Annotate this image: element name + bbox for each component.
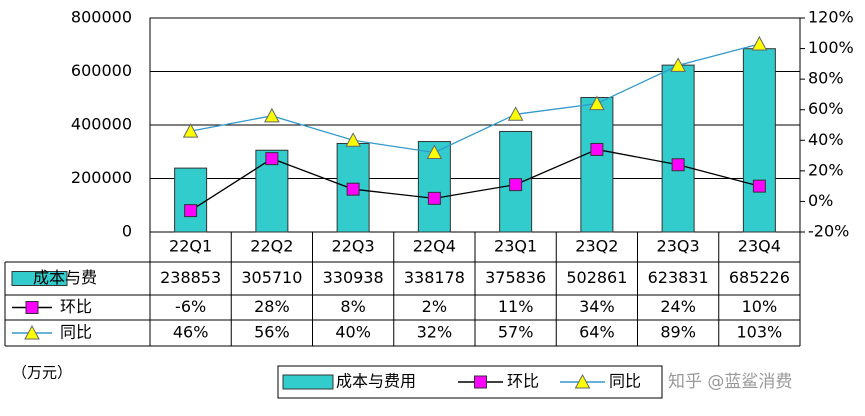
table-cell: 11% xyxy=(498,297,534,316)
table-cell: 34% xyxy=(579,297,615,316)
table-cell: 338178 xyxy=(404,268,465,287)
x-tick-label: 22Q4 xyxy=(413,237,456,256)
marker xyxy=(751,35,768,51)
bar xyxy=(742,48,776,233)
x-tick-label: 23Q1 xyxy=(494,237,537,256)
marker xyxy=(590,142,604,156)
table-cell: 89% xyxy=(660,323,696,342)
y2-tick-label: 60% xyxy=(808,99,844,118)
legend-marker xyxy=(574,373,591,389)
marker xyxy=(426,144,443,160)
line xyxy=(190,43,760,154)
marker xyxy=(264,107,280,123)
table-row-label: 同比 xyxy=(60,323,92,342)
table-cell: 56% xyxy=(254,323,290,342)
table-cell: 8% xyxy=(340,297,365,316)
legend-marker xyxy=(24,324,40,340)
marker xyxy=(752,179,766,193)
y-tick-label: 0 xyxy=(122,222,132,241)
bar xyxy=(661,64,695,233)
marker xyxy=(182,123,199,138)
bar xyxy=(580,96,614,233)
table-cell: 305710 xyxy=(241,268,302,287)
y-tick-label: 600000 xyxy=(71,61,132,80)
marker xyxy=(670,57,686,72)
table-cell: 10% xyxy=(742,297,778,316)
table-cell: 103% xyxy=(737,323,783,342)
marker xyxy=(265,152,279,166)
table-cell: 330938 xyxy=(323,268,384,287)
marker xyxy=(507,106,524,121)
marker xyxy=(509,178,523,192)
x-tick-label: 23Q3 xyxy=(657,237,700,256)
y2-tick-label: -20% xyxy=(808,222,849,241)
table-cell: 502861 xyxy=(566,268,627,287)
legend-label: 成本与费用 xyxy=(336,372,416,391)
table-cell: 623831 xyxy=(648,268,709,287)
x-tick-label: 23Q4 xyxy=(738,237,781,256)
legend-label: 同比 xyxy=(609,372,641,391)
marker xyxy=(671,158,685,172)
legend-label: 环比 xyxy=(507,372,539,391)
table-row-label: 成本与费 xyxy=(33,268,97,287)
table-cell: 64% xyxy=(579,323,615,342)
table-cell: 40% xyxy=(335,323,371,342)
line xyxy=(190,148,760,212)
y-tick-label: 200000 xyxy=(71,168,132,187)
table-cell: 375836 xyxy=(485,268,546,287)
x-tick-label: 23Q2 xyxy=(575,237,618,256)
watermark: 知乎 @蓝鲨消费 xyxy=(668,372,792,392)
y2-tick-label: 80% xyxy=(808,69,844,88)
marker xyxy=(184,204,198,218)
table-cell: 24% xyxy=(660,297,696,316)
legend-key xyxy=(11,271,68,286)
legend-marker xyxy=(474,375,487,389)
table-cell: 685226 xyxy=(729,268,790,287)
unit-label: （万元） xyxy=(12,364,72,382)
y2-tick-label: 0% xyxy=(808,191,833,210)
marker xyxy=(589,95,605,111)
bar xyxy=(174,167,208,233)
y2-tick-label: 20% xyxy=(808,160,844,179)
table-cell: 238853 xyxy=(160,268,221,287)
y-tick-label: 400000 xyxy=(71,115,132,134)
legend-key xyxy=(282,374,334,390)
y2-tick-label: 40% xyxy=(808,130,844,149)
table-cell: 32% xyxy=(417,323,453,342)
y2-tick-label: 120% xyxy=(808,8,854,27)
marker xyxy=(345,132,361,147)
y-tick-label: 800000 xyxy=(71,8,132,27)
table-cell: -6% xyxy=(175,297,206,316)
marker xyxy=(346,182,360,196)
legend-marker xyxy=(25,301,39,314)
marker xyxy=(427,191,441,205)
table-cell: 57% xyxy=(498,323,534,342)
table-cell: 2% xyxy=(422,297,447,316)
x-tick-label: 22Q1 xyxy=(169,237,212,256)
x-tick-label: 22Q2 xyxy=(250,237,293,256)
table-row-label: 环比 xyxy=(60,297,92,316)
x-tick-label: 22Q3 xyxy=(332,237,375,256)
table-cell: 28% xyxy=(254,297,290,316)
y2-tick-label: 100% xyxy=(808,38,854,57)
table-cell: 46% xyxy=(173,323,209,342)
